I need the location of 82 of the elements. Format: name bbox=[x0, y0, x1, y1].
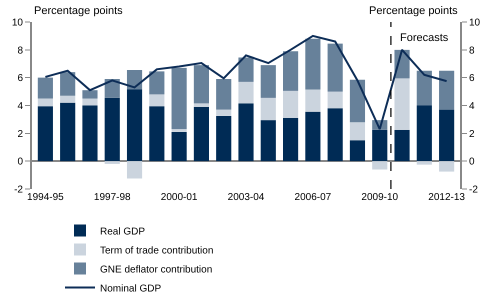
bar bbox=[194, 106, 209, 162]
bar bbox=[350, 80, 366, 122]
bar bbox=[60, 102, 76, 162]
annotation: Forecasts bbox=[400, 32, 449, 44]
bar bbox=[439, 110, 454, 162]
bar bbox=[439, 161, 454, 172]
bar bbox=[328, 92, 343, 108]
bar bbox=[394, 78, 410, 130]
x-tick-label: 2012-13 bbox=[428, 192, 466, 203]
bar bbox=[305, 90, 320, 112]
bar bbox=[305, 38, 320, 90]
bar bbox=[394, 130, 410, 162]
bar bbox=[126, 161, 142, 179]
y2-tick-label: 6 bbox=[469, 73, 475, 84]
bar bbox=[260, 65, 276, 98]
x-tick-label: 2006-07 bbox=[294, 192, 332, 203]
y2-tick-label: 2 bbox=[469, 128, 475, 140]
y-tick-label: 8 bbox=[17, 45, 24, 56]
bar bbox=[82, 106, 98, 162]
y-tick-label: 10 bbox=[12, 18, 24, 28]
bar bbox=[416, 106, 432, 162]
x-tick-label: 2003-04 bbox=[228, 192, 265, 203]
bar bbox=[149, 71, 164, 94]
bar bbox=[372, 161, 388, 170]
bar bbox=[305, 112, 320, 162]
bar bbox=[260, 120, 276, 162]
bar bbox=[216, 110, 232, 116]
bar bbox=[260, 98, 276, 120]
y2-tick-label: 0 bbox=[469, 156, 475, 168]
bar bbox=[238, 103, 254, 162]
bar bbox=[149, 94, 164, 106]
bar bbox=[372, 130, 388, 162]
y-tick-label: 6 bbox=[17, 73, 24, 84]
bar bbox=[60, 96, 76, 103]
bar bbox=[172, 132, 187, 162]
line-series bbox=[44, 34, 448, 130]
bar bbox=[238, 57, 254, 82]
bar bbox=[194, 103, 209, 107]
y2-tick-label: 8 bbox=[469, 45, 475, 56]
bar bbox=[60, 72, 76, 96]
bar bbox=[82, 90, 98, 99]
y-tick-label: -2 bbox=[14, 184, 24, 196]
legend-label: GNE deflator contribution bbox=[100, 264, 212, 276]
bar bbox=[216, 79, 232, 110]
legend-label: Term of trade contribution bbox=[100, 245, 214, 256]
bar bbox=[350, 140, 366, 162]
x-tick-label: 2000-01 bbox=[160, 192, 198, 203]
bar bbox=[328, 44, 343, 92]
bar bbox=[194, 65, 209, 104]
bar bbox=[172, 68, 187, 130]
bar bbox=[216, 116, 232, 162]
x-tick-label: 2009-10 bbox=[361, 192, 399, 203]
bar bbox=[416, 70, 432, 106]
bar bbox=[283, 118, 298, 162]
y-tick-label: 0 bbox=[17, 156, 24, 168]
y-axis-title: Percentage points bbox=[34, 5, 124, 17]
x-tick-label: 1994-95 bbox=[27, 192, 64, 203]
bar bbox=[238, 82, 254, 104]
bar bbox=[328, 108, 343, 162]
bar bbox=[350, 122, 366, 140]
bar bbox=[416, 161, 432, 165]
bar bbox=[283, 90, 298, 118]
legend-label: Nominal GDP bbox=[100, 283, 162, 294]
y-tick-label: 4 bbox=[17, 101, 24, 112]
y2-tick-label: -2 bbox=[469, 184, 478, 196]
bar bbox=[82, 98, 98, 106]
y2-tick-label: 4 bbox=[469, 101, 475, 112]
legend-label: Real GDP bbox=[100, 226, 146, 238]
bar bbox=[104, 98, 120, 162]
bar bbox=[38, 98, 53, 106]
bar bbox=[104, 161, 120, 164]
y-tick-label: 2 bbox=[17, 128, 24, 140]
bar bbox=[149, 106, 164, 162]
bar bbox=[126, 90, 142, 162]
bar bbox=[38, 78, 53, 99]
bar bbox=[439, 70, 454, 110]
bar bbox=[283, 51, 298, 91]
y2-tick-label: 10 bbox=[469, 18, 481, 28]
bar bbox=[38, 106, 53, 162]
bar bbox=[172, 129, 187, 132]
y2-axis-title: Percentage points bbox=[369, 5, 458, 17]
x-tick-label: 1997-98 bbox=[94, 192, 132, 203]
